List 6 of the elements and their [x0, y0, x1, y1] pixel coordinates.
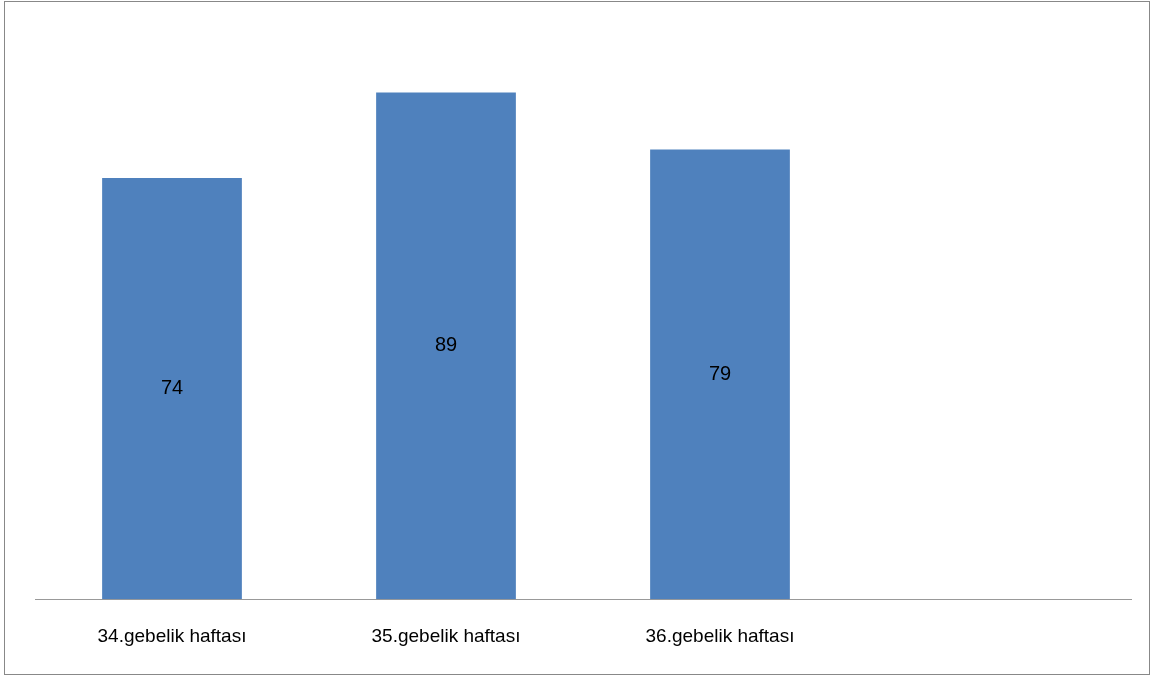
data-label: 79 — [708, 361, 732, 384]
x-tick-label: 36.gebelik haftası — [645, 624, 795, 646]
data-label: 89 — [434, 333, 458, 356]
x-tick-label: 35.gebelik haftası — [371, 624, 521, 646]
x-tick-label: 34.gebelik haftası — [97, 624, 247, 646]
data-label: 74 — [160, 376, 184, 399]
